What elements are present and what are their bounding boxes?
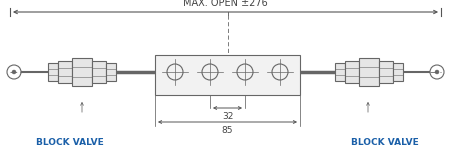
Bar — [335, 63, 345, 81]
Bar — [379, 61, 393, 83]
Text: BLOCK VALVE: BLOCK VALVE — [36, 138, 104, 147]
Bar — [359, 58, 379, 86]
Text: 85: 85 — [222, 126, 233, 135]
Bar — [345, 61, 359, 83]
Circle shape — [435, 70, 439, 74]
Circle shape — [12, 70, 16, 74]
Text: MAX. OPEN ±276: MAX. OPEN ±276 — [183, 0, 267, 8]
Bar — [106, 63, 116, 81]
Bar — [393, 63, 403, 81]
Bar — [72, 58, 92, 86]
Bar — [48, 63, 58, 81]
Bar — [58, 61, 72, 83]
Bar — [92, 61, 106, 83]
Text: 32: 32 — [222, 112, 233, 121]
Bar — [155, 55, 300, 95]
Text: BLOCK VALVE: BLOCK VALVE — [351, 138, 419, 147]
